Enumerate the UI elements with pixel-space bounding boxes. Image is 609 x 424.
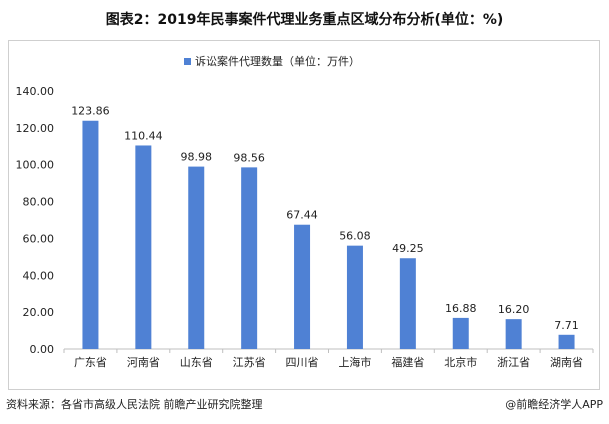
x-tick-label: 广东省 xyxy=(74,356,107,369)
x-tick-label: 山东省 xyxy=(180,356,213,369)
data-label: 49.25 xyxy=(392,242,424,255)
data-label: 16.88 xyxy=(445,302,477,315)
x-tick-label: 浙江省 xyxy=(497,356,530,369)
y-tick-label: 0.00 xyxy=(30,343,55,356)
data-label: 67.44 xyxy=(286,209,318,222)
x-tick-label: 江苏省 xyxy=(233,356,266,369)
bar xyxy=(188,166,205,349)
bar xyxy=(505,319,522,349)
data-label: 56.08 xyxy=(339,230,371,243)
y-tick-label: 140.00 xyxy=(16,85,55,98)
data-label: 123.86 xyxy=(71,105,110,118)
y-tick-label: 120.00 xyxy=(16,122,55,135)
data-label: 16.20 xyxy=(498,303,530,316)
data-label: 98.98 xyxy=(181,151,213,164)
chart-area: 诉讼案件代理数量（单位：万件） 0.00 20.00 40.00 60.00 80.00 1… xyxy=(8,40,600,390)
chart-title: 图表2：2019年民事案件代理业务重点区域分布分析(单位：%) xyxy=(105,12,504,28)
bar xyxy=(294,224,311,349)
bar xyxy=(346,245,363,349)
x-tick-label: 北京市 xyxy=(444,355,477,369)
source-note: 资料来源：各省市高级人民法院 前瞻产业研究院整理 xyxy=(6,398,263,411)
bar-chart: 诉讼案件代理数量（单位：万件） 0.00 20.00 40.00 60.00 80.00 1… xyxy=(16,54,594,369)
x-tick-label: 上海市 xyxy=(338,355,371,369)
bar xyxy=(82,120,99,349)
x-tick-label: 四川省 xyxy=(286,356,319,369)
x-tick-label: 湖南省 xyxy=(550,356,583,369)
y-tick-label: 100.00 xyxy=(16,159,55,172)
y-tick-label: 80.00 xyxy=(23,196,55,209)
x-tick-label: 河南省 xyxy=(127,356,160,369)
y-tick-label: 20.00 xyxy=(23,306,55,319)
bar xyxy=(135,145,152,349)
legend-label: 诉讼案件代理数量（单位：万件） xyxy=(195,54,360,68)
bar xyxy=(241,167,258,349)
x-tick-label: 福建省 xyxy=(391,355,424,369)
bar xyxy=(399,258,416,349)
legend-swatch xyxy=(184,58,191,65)
data-label: 110.44 xyxy=(124,129,163,142)
brand-text: @前瞻经济学人APP xyxy=(505,398,603,411)
y-tick-label: 60.00 xyxy=(23,232,55,245)
footer: 资料来源：各省市高级人民法院 前瞻产业研究院整理 @前瞻经济学人APP xyxy=(6,396,603,416)
data-label: 98.56 xyxy=(233,151,265,164)
bar xyxy=(558,334,575,349)
data-label: 7.71 xyxy=(554,319,579,332)
bar xyxy=(452,317,469,349)
y-tick-label: 40.00 xyxy=(23,269,55,282)
brand-credit: @前瞻经济学人APP xyxy=(505,396,603,412)
